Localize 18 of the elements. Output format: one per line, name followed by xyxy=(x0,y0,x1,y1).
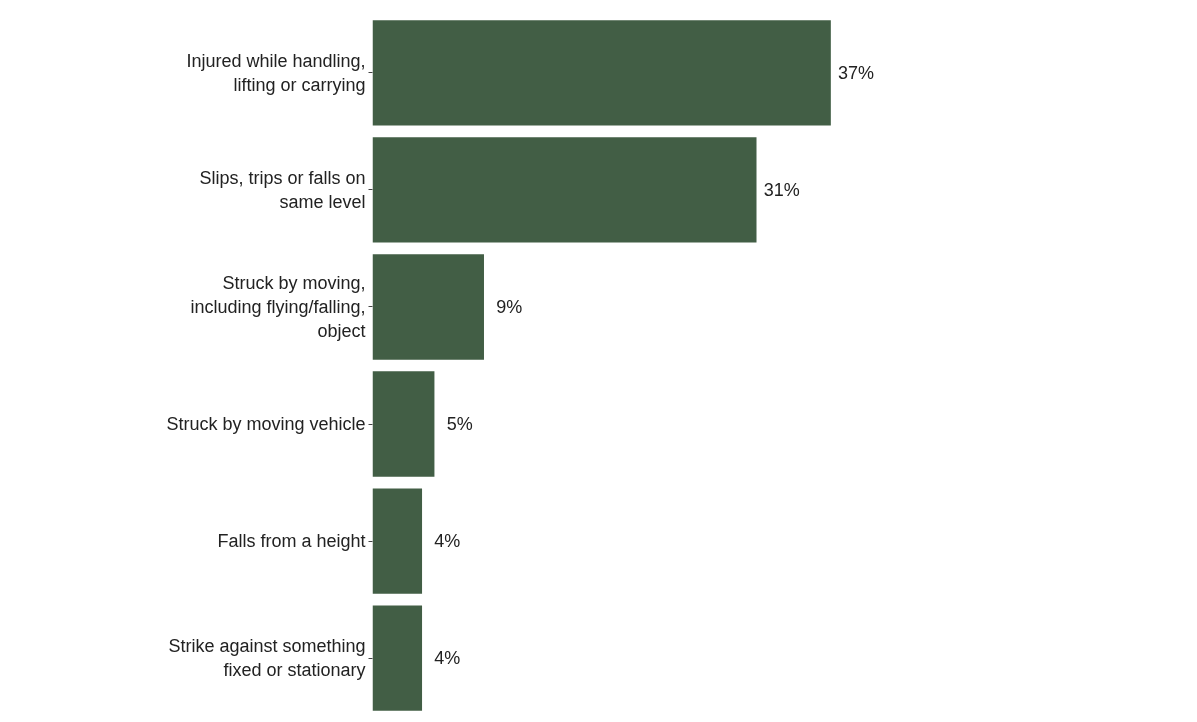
y-tick-label: Injured while handling, lifting or carrying xyxy=(186,50,366,95)
data-label: 4% xyxy=(434,648,461,669)
y-tick-label: Struck by moving, including flying/falling, object xyxy=(190,272,366,341)
bar xyxy=(372,371,435,477)
bar xyxy=(372,20,831,126)
y-tick-label: Slips, trips or falls on same level xyxy=(199,167,366,212)
data-label: 31% xyxy=(763,179,800,200)
bar xyxy=(372,137,757,243)
bar xyxy=(372,605,423,711)
bar xyxy=(372,488,423,594)
data-label: 4% xyxy=(434,531,461,552)
data-label: 5% xyxy=(446,414,473,435)
data-label: 9% xyxy=(496,296,523,317)
y-tick-label: Falls from a height xyxy=(217,531,366,552)
bar xyxy=(372,254,484,360)
y-tick-label: Struck by moving vehicle xyxy=(166,414,366,435)
data-label: 37% xyxy=(838,62,875,83)
y-tick-label: Strike against something fixed or stationary xyxy=(168,636,366,681)
